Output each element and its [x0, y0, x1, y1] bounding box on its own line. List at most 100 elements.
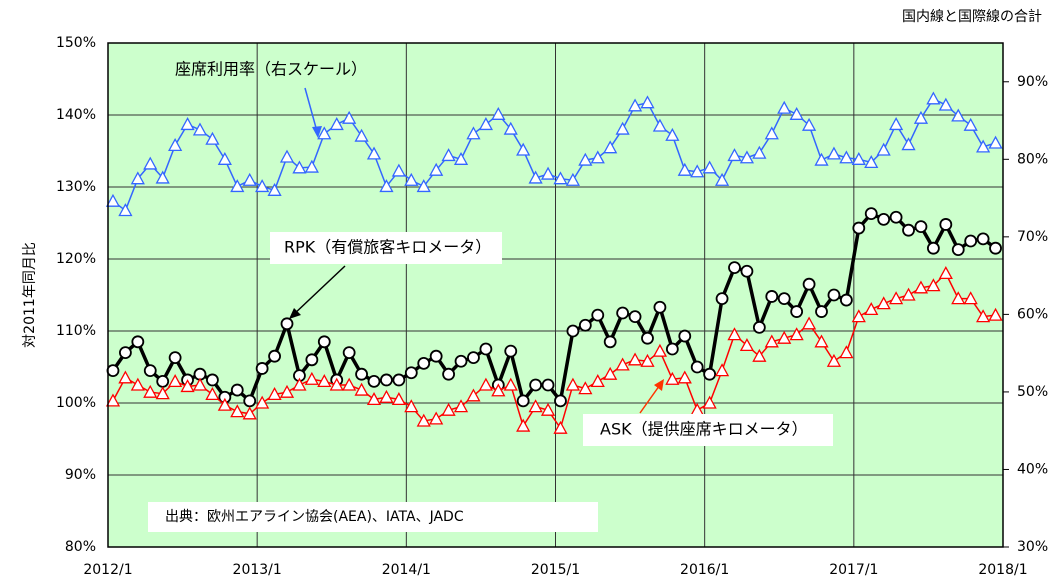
point — [541, 378, 555, 392]
point — [255, 362, 269, 375]
point — [404, 399, 419, 413]
point — [442, 367, 455, 381]
point — [255, 395, 270, 409]
point — [553, 420, 568, 434]
point — [516, 418, 531, 432]
point — [441, 148, 456, 162]
point — [988, 307, 1003, 321]
point — [329, 377, 344, 391]
point — [901, 137, 916, 151]
point — [727, 148, 742, 162]
point — [168, 351, 182, 365]
y-tick-label: 150% — [56, 35, 96, 51]
point — [105, 393, 121, 407]
y2-tick-label: 40% — [1017, 461, 1048, 477]
point — [615, 121, 630, 135]
x-tick-label: 2013/1 — [233, 562, 282, 578]
plot-frame — [107, 42, 1004, 548]
point — [790, 305, 804, 318]
point — [180, 117, 195, 131]
point — [342, 377, 357, 391]
y-axis-label: 対2011年同月比 — [22, 242, 38, 348]
point — [429, 349, 443, 363]
point — [926, 241, 940, 255]
point — [976, 139, 991, 153]
point — [889, 291, 904, 305]
point — [267, 182, 282, 196]
point — [317, 335, 331, 349]
point — [752, 348, 767, 362]
point — [230, 179, 245, 193]
arrow — [291, 265, 346, 317]
point — [292, 160, 307, 174]
point — [156, 374, 170, 388]
point — [379, 179, 394, 193]
point — [715, 292, 729, 306]
point — [491, 383, 506, 397]
y2-tick-label: 70% — [1017, 229, 1048, 245]
point — [416, 179, 431, 193]
y-tick-label: 130% — [56, 179, 96, 195]
point — [304, 159, 319, 173]
point — [764, 334, 779, 348]
point — [826, 353, 842, 367]
point — [876, 296, 891, 310]
point — [168, 374, 183, 388]
point — [528, 170, 543, 184]
point — [590, 374, 605, 388]
point — [118, 203, 133, 217]
point — [516, 142, 531, 156]
point — [503, 121, 518, 135]
point — [391, 163, 406, 177]
source-box — [148, 502, 598, 532]
point — [292, 377, 307, 391]
point — [951, 291, 966, 305]
x-tick-label: 2018/1 — [978, 562, 1027, 578]
chart-title: 国内線と国際線の合計 — [902, 9, 1042, 25]
arrow-head — [312, 126, 322, 138]
x-tick-label: 2014/1 — [382, 562, 431, 578]
point — [665, 342, 679, 356]
x-tick-label: 2012/1 — [83, 562, 132, 578]
point — [578, 318, 592, 332]
point — [702, 395, 717, 409]
point — [913, 110, 929, 124]
point — [665, 127, 680, 141]
point — [205, 131, 220, 145]
point — [902, 223, 915, 237]
point — [279, 149, 295, 163]
point — [703, 367, 717, 381]
point — [119, 346, 132, 360]
point — [876, 142, 891, 156]
point — [180, 379, 195, 393]
point — [627, 352, 643, 366]
point — [441, 402, 456, 416]
point — [417, 356, 431, 370]
point — [864, 302, 879, 316]
point — [603, 335, 617, 349]
point — [901, 287, 916, 301]
point — [354, 382, 369, 396]
point — [317, 126, 332, 140]
point — [963, 291, 978, 305]
point — [155, 386, 170, 400]
point — [565, 377, 580, 391]
point — [641, 331, 654, 345]
point — [864, 207, 878, 221]
y-tick-label: 110% — [56, 323, 96, 339]
point — [404, 366, 418, 380]
point — [467, 351, 480, 365]
point — [130, 171, 145, 185]
point — [453, 399, 469, 413]
point — [690, 164, 705, 178]
point — [652, 343, 668, 357]
point — [540, 166, 556, 180]
point — [714, 363, 730, 377]
point — [478, 117, 493, 131]
point — [268, 349, 281, 363]
y-tick-label: 100% — [56, 395, 96, 411]
point — [168, 137, 183, 152]
point — [304, 371, 319, 385]
point — [640, 95, 655, 109]
point — [777, 292, 791, 306]
